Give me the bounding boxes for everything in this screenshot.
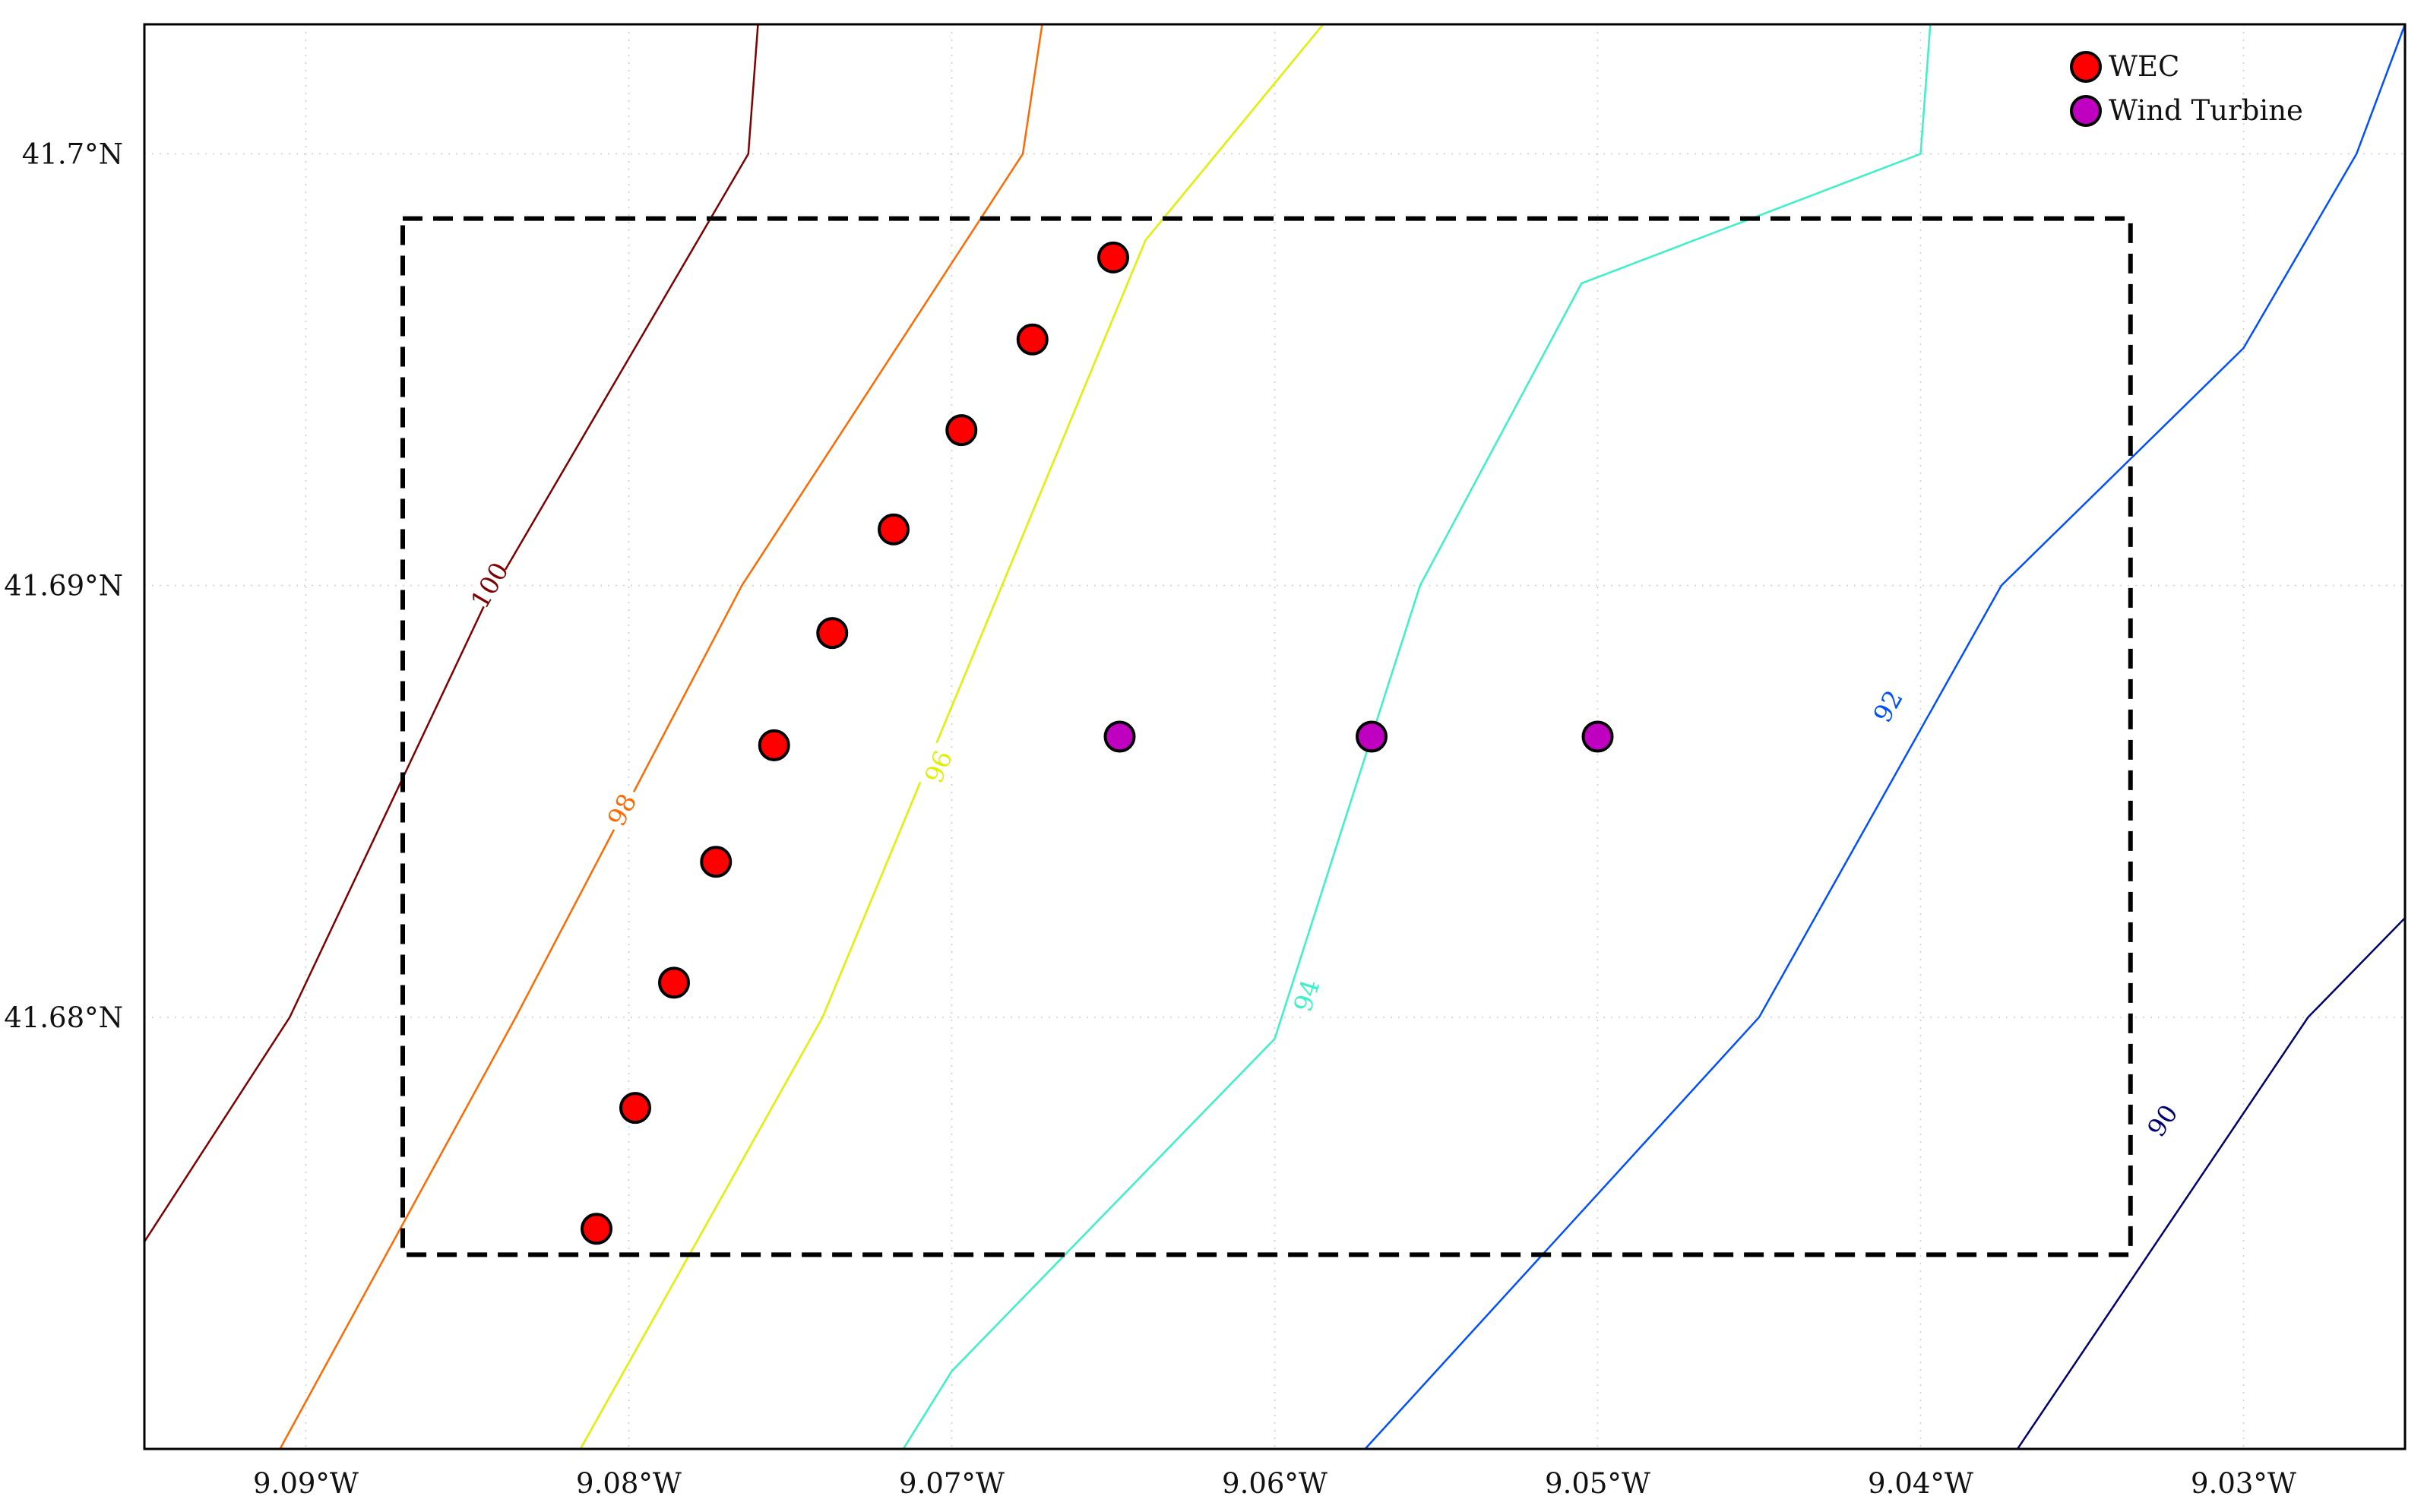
legend-marker (2070, 95, 2102, 127)
contour-line (579, 24, 1324, 1449)
data-point (658, 966, 690, 999)
data-point (700, 846, 733, 878)
x-tick-label: 9.04°W (1868, 1467, 1973, 1500)
contour-label-bg (1286, 970, 1328, 1021)
contour-90: 90 (2016, 917, 2405, 1449)
data-point (619, 1092, 651, 1125)
x-tick-label: 9.05°W (1545, 1467, 1650, 1500)
data-point (816, 617, 849, 650)
x-tick-label: 9.09°W (253, 1467, 359, 1500)
x-tick-label: 9.06°W (1222, 1467, 1328, 1500)
series-wec (581, 241, 1129, 1245)
y-tick-label: 41.69°N (4, 570, 123, 603)
axis-ticks: 9.09°W 9.08°W 9.07°W 9.06°W 9.05°W 9.04°W 9.03… (4, 138, 2296, 1500)
data-point (878, 513, 910, 546)
contour-line (1364, 24, 2405, 1449)
data-point (945, 414, 978, 447)
contour-line (279, 24, 1043, 1449)
legend: WEC Wind Turbine (2070, 50, 2303, 127)
series-wind-turbine (1103, 720, 1614, 753)
legend-label: WEC (2109, 50, 2179, 83)
y-tick-label: 41.7°N (22, 138, 123, 170)
contour-label-bg (2138, 1094, 2188, 1147)
contour-line (2016, 917, 2405, 1449)
data-point (1097, 241, 1129, 274)
plot-frame (143, 23, 2407, 1450)
contour-line (902, 24, 1932, 1449)
data-point (581, 1213, 612, 1245)
x-tick-label: 9.07°W (899, 1467, 1005, 1500)
contour-label-bg (599, 784, 646, 837)
contour-label-bg (466, 559, 514, 612)
region-box (400, 216, 2133, 1257)
data-point (1016, 323, 1049, 356)
x-tick-label: 9.03°W (2191, 1467, 2296, 1500)
markers (581, 241, 1614, 1245)
x-tick-label: 9.08°W (576, 1467, 682, 1500)
data-point (1581, 720, 1614, 753)
study-region (400, 216, 2133, 1257)
contour-line (144, 24, 759, 1242)
legend-marker (2070, 51, 2102, 83)
data-point (758, 729, 790, 761)
legend-label: Wind Turbine (2109, 94, 2303, 127)
contour-label-bg (1864, 680, 1913, 732)
contour-label-bg (916, 741, 961, 792)
data-point (1103, 720, 1136, 753)
y-tick-label: 41.68°N (4, 1001, 123, 1034)
data-point (1356, 720, 1388, 753)
